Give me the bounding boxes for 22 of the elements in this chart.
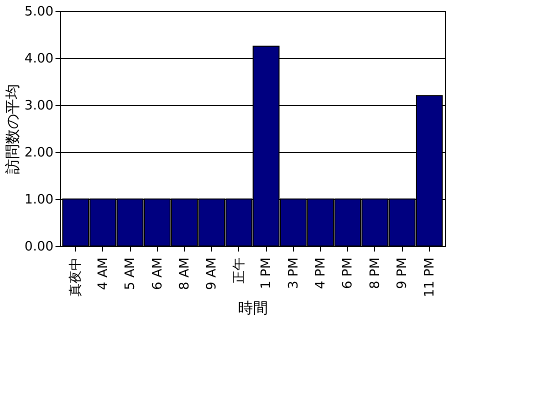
y-tick-label: 1.00 bbox=[24, 192, 54, 208]
x-tick-label: 真夜中 bbox=[68, 258, 84, 296]
x-axis-title: 時間 bbox=[238, 299, 268, 318]
y-axis-title: 訪問数の平均 bbox=[4, 84, 22, 174]
x-tick-label: 正午 bbox=[232, 258, 247, 284]
x-tick-label: 6 PM bbox=[340, 258, 356, 289]
x-tick-label: 1 PM bbox=[259, 258, 274, 289]
x-tick-label: 4 AM bbox=[96, 258, 111, 290]
y-tick-label: 4.00 bbox=[24, 52, 54, 66]
x-tick-label: 3 PM bbox=[286, 258, 302, 289]
x-tick-label: 8 PM bbox=[368, 258, 383, 289]
x-tick-label: 9 PM bbox=[395, 258, 410, 289]
x-tick-label: 4 PM bbox=[314, 258, 329, 289]
x-tick-label: 5 AM bbox=[123, 258, 138, 290]
x-tick-label: 11 PM bbox=[422, 258, 438, 298]
x-tick-label: 9 AM bbox=[204, 258, 220, 290]
y-tick-label: 2.00 bbox=[24, 146, 54, 160]
y-tick-label: 0.00 bbox=[24, 240, 54, 254]
y-tick-label: 3.00 bbox=[24, 98, 54, 114]
y-tick-label: 5.00 bbox=[24, 4, 54, 20]
x-tick-label: 6 AM bbox=[150, 258, 166, 290]
x-tick-label: 8 AM bbox=[177, 258, 192, 290]
